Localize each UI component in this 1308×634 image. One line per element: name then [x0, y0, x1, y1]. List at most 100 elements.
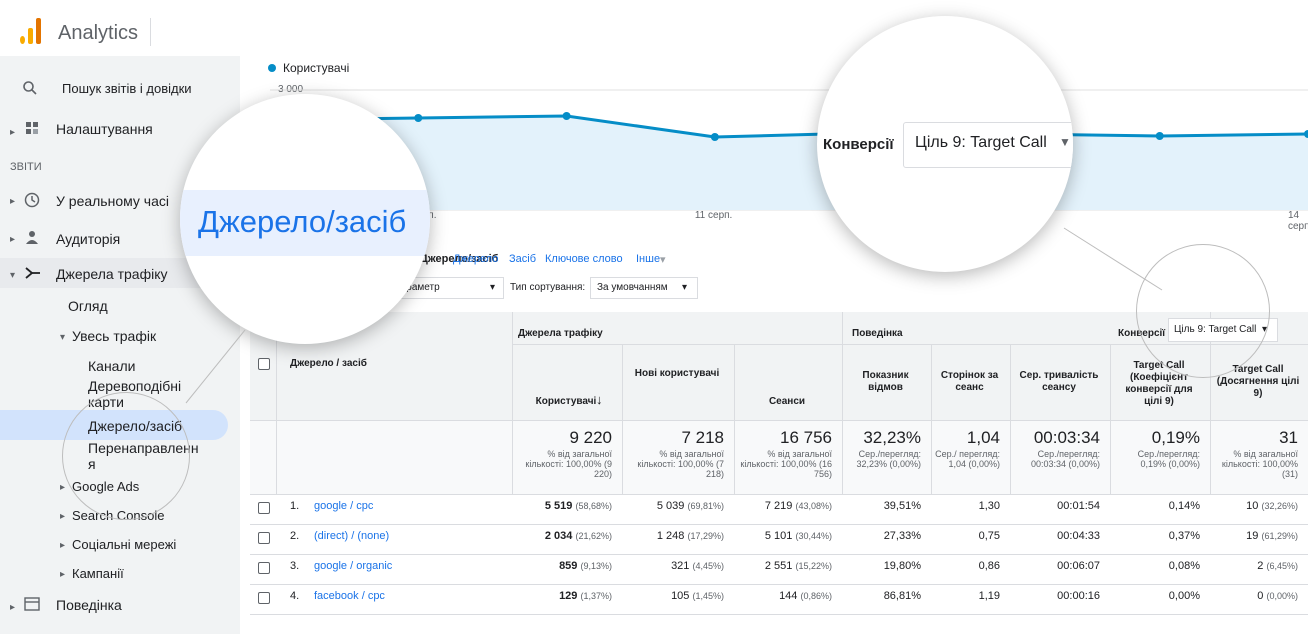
analytics-logo-icon[interactable] — [20, 18, 42, 44]
clock-icon — [24, 192, 40, 208]
totals-value: 7 218 — [681, 428, 724, 447]
row-metric-cell: 859 (9,13%) — [512, 560, 612, 572]
expand-caret-icon[interactable]: ▸ — [60, 482, 66, 493]
metric-value: 859 — [559, 560, 578, 572]
totals-value: 32,23% — [863, 428, 921, 447]
row-number: 2. — [290, 530, 300, 542]
metric-percent: (0,86%) — [800, 591, 832, 601]
row-checkbox[interactable] — [258, 562, 270, 574]
column-header[interactable]: Сеанси — [768, 396, 806, 407]
row-metric-cell: 5 039 (69,81%) — [622, 500, 724, 512]
row-metric-cell: 00:01:54 — [1057, 500, 1100, 512]
metric-value: 321 — [671, 560, 690, 572]
row-source-medium-link[interactable]: facebook / cpc — [314, 590, 385, 602]
row-metric-cell: 00:04:33 — [1057, 530, 1100, 542]
data-point[interactable] — [1304, 130, 1308, 138]
totals-value: 31 — [1279, 428, 1298, 447]
sidebar-item-overview[interactable]: Огляд — [68, 298, 108, 314]
tab-source[interactable]: Джерело — [453, 253, 499, 265]
totals-value: 00:03:34 — [1033, 428, 1100, 447]
column-header[interactable]: Нові користувачі — [634, 368, 720, 379]
x-axis-tick: 14 серп. — [1288, 210, 1308, 232]
collapse-caret-icon[interactable]: ▾ — [10, 270, 16, 281]
search-reports-input[interactable]: Пошук звітів і довідки — [62, 81, 192, 96]
sort-arrow-icon[interactable]: ↓ — [596, 392, 603, 407]
metric-value: 105 — [671, 590, 690, 602]
search-icon[interactable] — [22, 80, 38, 96]
data-point[interactable] — [710, 133, 719, 141]
expand-caret-icon[interactable]: ▸ — [60, 540, 66, 551]
sidebar-item-behavior[interactable]: Поведінка — [56, 597, 122, 613]
sidebar-item-all-traffic[interactable]: Увесь трафік — [72, 328, 157, 344]
sidebar-item-realtime[interactable]: У реальному часі — [56, 193, 169, 209]
row-metric-cell: 321 (4,45%) — [622, 560, 724, 572]
metric-percent: (1,37%) — [580, 591, 612, 601]
zoom-conversions-label: Конверсії — [823, 136, 894, 153]
tab-medium[interactable]: Засіб — [509, 253, 537, 265]
table-row-divider — [250, 420, 1308, 421]
sidebar-item-acquisition[interactable]: Джерела трафіку — [56, 266, 168, 282]
behavior-icon — [24, 597, 40, 611]
expand-caret-icon[interactable]: ▸ — [10, 234, 16, 245]
expand-caret-icon[interactable]: ▸ — [60, 511, 66, 522]
sidebar-item-campaigns[interactable]: Кампанії — [72, 566, 124, 581]
column-header[interactable]: Сер. тривалість сеансу — [1019, 370, 1099, 393]
totals-value: 9 220 — [569, 428, 612, 447]
expand-caret-icon[interactable]: ▸ — [10, 127, 16, 138]
tab-source-medium[interactable]: Джерело/засіб — [420, 253, 499, 265]
metric-percent: (43,08%) — [795, 501, 832, 511]
row-source-medium-link[interactable]: google / organic — [314, 560, 393, 572]
sidebar-item-social[interactable]: Соціальні мережі — [72, 537, 177, 552]
collapse-caret-icon[interactable]: ▾ — [60, 332, 66, 343]
tab-keyword[interactable]: Ключове слово — [545, 253, 623, 265]
column-header[interactable]: Target Call (Коефіцієнт конверсії для ці… — [1125, 360, 1193, 407]
column-header[interactable]: Показник відмов — [862, 370, 909, 393]
row-metric-cell: 0,86 — [978, 560, 1000, 572]
x-axis-tick: 11 серп. — [694, 210, 733, 221]
row-metric-cell: 1,19 — [978, 590, 1000, 602]
row-metric-cell: 2 034 (21,62%) — [512, 530, 612, 542]
row-metric-cell: 1 248 (17,29%) — [622, 530, 724, 542]
metric-value: 7 219 — [764, 500, 793, 512]
row-number: 4. — [290, 590, 300, 602]
totals-row-bg — [250, 420, 1308, 494]
sidebar-item-channels[interactable]: Канали — [88, 358, 136, 374]
expand-caret-icon[interactable]: ▸ — [60, 569, 66, 580]
row-metric-cell: 5 101 (30,44%) — [734, 530, 832, 542]
zoom-goal-value: Ціль 9: Target Call — [915, 134, 1047, 151]
data-point[interactable] — [414, 114, 423, 122]
column-header[interactable]: Користувачі — [535, 396, 597, 407]
expand-caret-icon[interactable]: ▸ — [10, 602, 16, 613]
table-row-divider — [250, 554, 1308, 555]
totals-subtext: % від загальної кількості: 100,00% (31) — [1221, 449, 1298, 479]
table-group-divider — [512, 344, 1308, 345]
chevron-down-icon: ▾ — [682, 282, 688, 293]
totals-subtext: Сер./перегляд: 00:03:34 (0,00%) — [1030, 449, 1100, 469]
settings-icon — [24, 120, 40, 136]
sort-type-label: Тип сортування: — [510, 282, 586, 293]
metric-value: 144 — [779, 590, 798, 602]
row-number: 1. — [290, 500, 300, 512]
row-checkbox[interactable] — [258, 592, 270, 604]
select-all-checkbox[interactable] — [258, 358, 270, 370]
data-point[interactable] — [562, 112, 571, 120]
sidebar-item-audience[interactable]: Аудиторія — [56, 231, 121, 247]
column-header[interactable]: Сторінок за сеанс — [940, 370, 999, 393]
row-source-medium-link[interactable]: (direct) / (none) — [314, 530, 390, 542]
row-checkbox[interactable] — [258, 502, 270, 514]
dimension-header[interactable]: Джерело / засіб — [290, 358, 367, 369]
chevron-down-icon[interactable]: ▾ — [660, 254, 666, 266]
sort-type-dropdown[interactable] — [590, 277, 698, 299]
tab-other[interactable]: Інше — [636, 253, 661, 265]
expand-caret-icon[interactable]: ▸ — [10, 196, 16, 207]
series-line[interactable] — [269, 114, 1308, 139]
data-point[interactable] — [1155, 132, 1164, 140]
row-metric-cell: 19 (61,29%) — [1210, 530, 1298, 542]
row-metric-cell: 2 (6,45%) — [1210, 560, 1298, 572]
legend-label[interactable]: Користувачі — [283, 61, 350, 75]
row-checkbox[interactable] — [258, 532, 270, 544]
row-source-medium-link[interactable]: google / cpc — [314, 500, 374, 512]
zoom-highlight-band — [180, 190, 430, 256]
column-header[interactable]: Target Call (Досягнення цілі 9) — [1216, 364, 1300, 399]
sidebar-item-settings[interactable]: Налаштування — [56, 121, 153, 137]
